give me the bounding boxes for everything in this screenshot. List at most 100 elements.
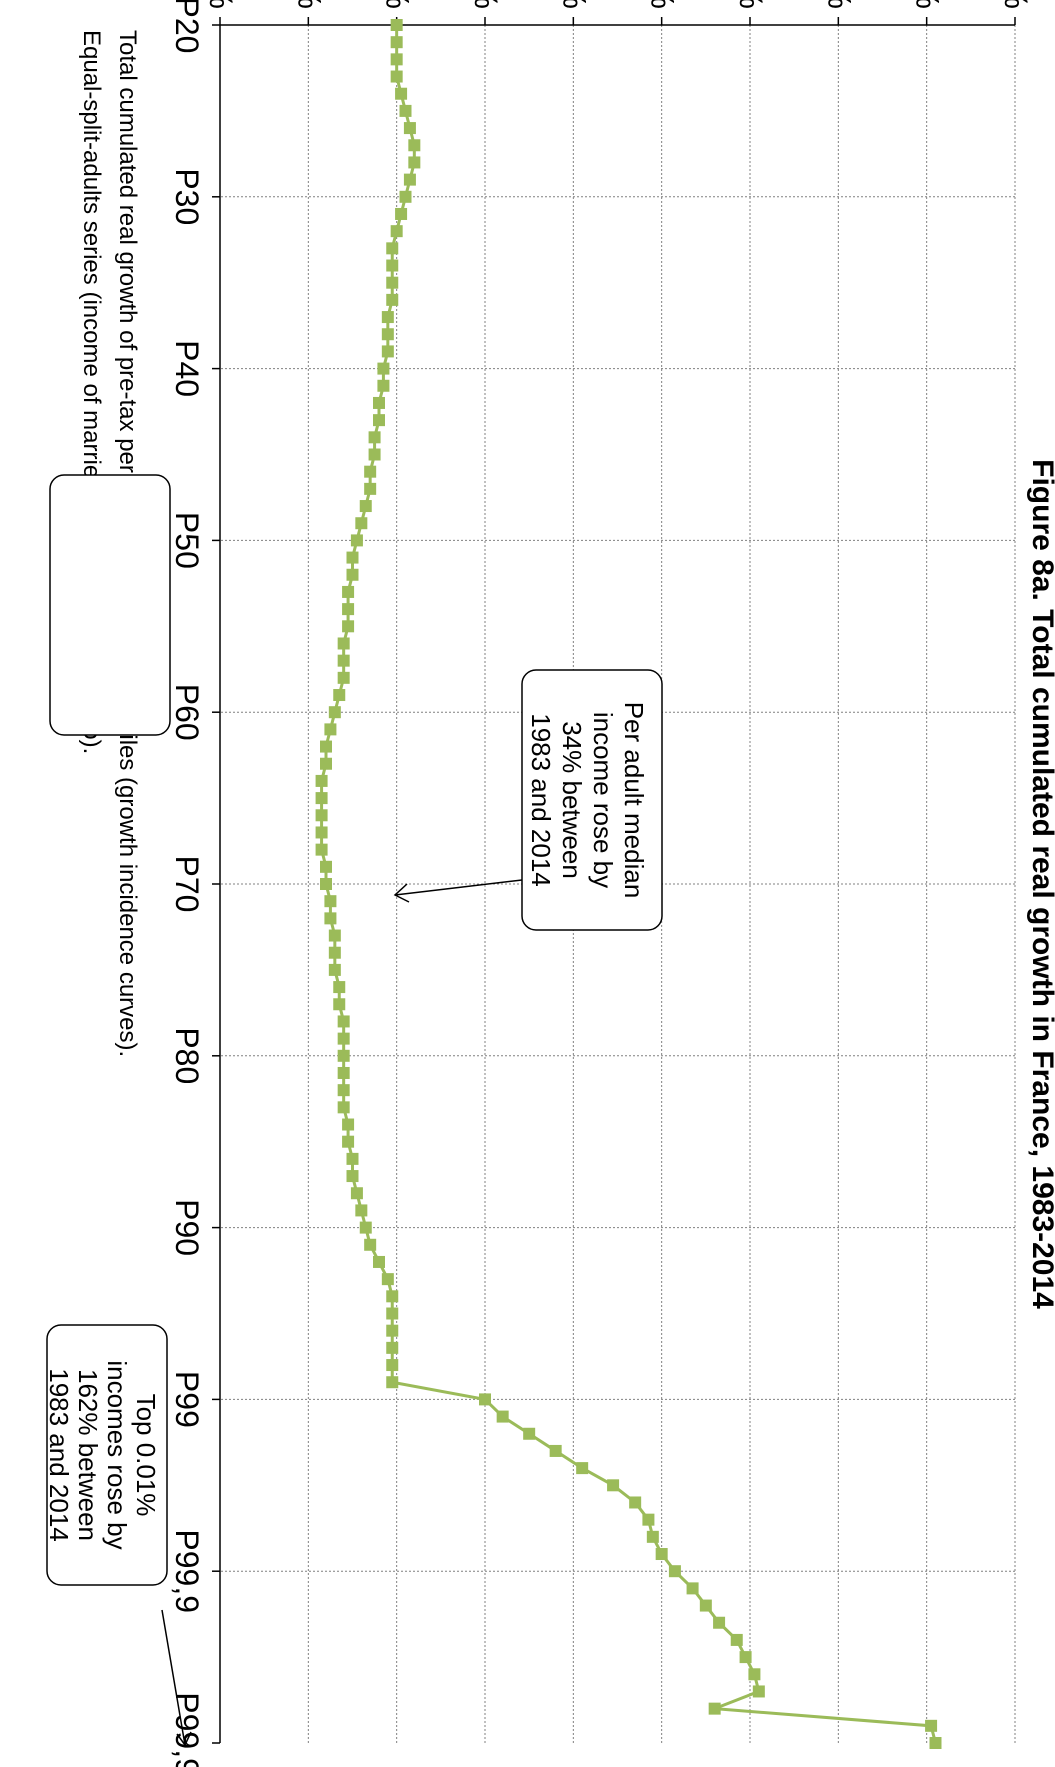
data-point bbox=[386, 1341, 399, 1354]
arrowhead-top bbox=[176, 1731, 192, 1747]
y-tick-label: 100% bbox=[645, 0, 681, 9]
data-point bbox=[346, 1152, 359, 1165]
y-tick-label: 80% bbox=[556, 0, 592, 9]
data-point bbox=[479, 1393, 491, 1406]
data-point bbox=[399, 104, 412, 117]
y-tick-label: 120% bbox=[733, 0, 769, 9]
data-point bbox=[576, 1462, 589, 1475]
data-point bbox=[399, 190, 412, 203]
data-point bbox=[337, 637, 350, 650]
arrowhead-median bbox=[393, 883, 410, 903]
data-point bbox=[386, 1307, 399, 1320]
data-point bbox=[386, 276, 399, 289]
callout-median-text: 34% between bbox=[557, 721, 587, 879]
data-point bbox=[408, 156, 421, 169]
data-point bbox=[381, 328, 394, 341]
data-point bbox=[390, 36, 403, 49]
data-point bbox=[386, 293, 399, 306]
callout-median-text: income rose by bbox=[588, 712, 618, 888]
data-point bbox=[337, 1032, 350, 1045]
data-point bbox=[337, 1084, 350, 1097]
data-point bbox=[390, 70, 403, 83]
data-point bbox=[668, 1565, 681, 1578]
data-point bbox=[377, 379, 390, 392]
data-point bbox=[315, 809, 328, 822]
data-point bbox=[328, 963, 341, 976]
x-tick-label: P70 bbox=[169, 856, 205, 913]
data-point bbox=[386, 1376, 399, 1389]
data-point bbox=[929, 1737, 942, 1749]
data-point bbox=[386, 1290, 399, 1303]
x-tick-label: P99,9 bbox=[169, 1529, 205, 1613]
y-tick-label: 180% bbox=[998, 0, 1034, 9]
data-point bbox=[381, 345, 394, 358]
data-point bbox=[333, 689, 346, 702]
callout-median-box bbox=[521, 669, 663, 931]
data-point bbox=[699, 1599, 712, 1612]
data-point bbox=[655, 1548, 668, 1561]
data-point bbox=[373, 1255, 385, 1268]
callout-top-text: incomes rose by bbox=[102, 1360, 132, 1549]
data-point bbox=[320, 740, 332, 753]
data-point bbox=[403, 173, 416, 186]
data-point bbox=[364, 482, 377, 495]
data-point bbox=[642, 1513, 655, 1526]
data-point bbox=[315, 792, 328, 805]
data-point bbox=[368, 448, 381, 461]
data-point bbox=[324, 895, 337, 908]
data-point bbox=[359, 500, 372, 513]
data-point bbox=[607, 1479, 620, 1492]
data-point bbox=[523, 1427, 536, 1440]
data-point bbox=[337, 1015, 350, 1028]
data-point bbox=[342, 603, 355, 616]
data-point bbox=[549, 1444, 562, 1457]
data-point bbox=[320, 878, 332, 890]
callout-top-text: Top 0.01% bbox=[131, 1394, 161, 1517]
data-point bbox=[342, 585, 355, 598]
data-point bbox=[355, 1204, 368, 1217]
data-point bbox=[395, 87, 408, 100]
callout-median-text: 1983 and 2014 bbox=[526, 713, 556, 887]
data-point bbox=[925, 1719, 938, 1732]
x-tick-label: P40 bbox=[169, 340, 205, 397]
data-point bbox=[390, 53, 403, 66]
data-point bbox=[646, 1530, 659, 1543]
data-point bbox=[386, 1359, 399, 1372]
data-point bbox=[403, 122, 416, 135]
data-point bbox=[386, 1324, 399, 1337]
data-point bbox=[350, 1187, 363, 1200]
data-point bbox=[386, 259, 399, 272]
callout-top-box-real bbox=[46, 1324, 168, 1586]
data-point bbox=[337, 654, 350, 667]
x-tick-label: P99 bbox=[169, 1371, 205, 1428]
data-point bbox=[337, 1066, 350, 1079]
data-point bbox=[320, 757, 332, 770]
data-point bbox=[315, 843, 328, 856]
data-point bbox=[390, 19, 403, 31]
data-point bbox=[739, 1651, 752, 1664]
callout-median-text: Per adult median bbox=[619, 702, 649, 899]
data-point bbox=[324, 723, 337, 736]
data-point bbox=[320, 860, 332, 873]
data-point bbox=[359, 1221, 372, 1234]
y-tick-label: 140% bbox=[821, 0, 857, 9]
data-point bbox=[337, 1101, 350, 1114]
y-tick-label: 160% bbox=[910, 0, 946, 9]
data-point bbox=[333, 981, 346, 994]
callout-top-box bbox=[49, 474, 171, 736]
data-point bbox=[373, 396, 385, 409]
data-point bbox=[713, 1616, 726, 1629]
callout-top-text: 162% between bbox=[73, 1369, 103, 1541]
x-tick-label: P30 bbox=[169, 168, 205, 225]
data-point bbox=[386, 242, 399, 255]
data-point bbox=[315, 826, 328, 839]
data-point bbox=[328, 929, 341, 942]
y-tick-label: 0% bbox=[203, 0, 239, 9]
chart-title: Figure 8a. Total cumulated real growth i… bbox=[1026, 459, 1055, 1309]
data-point bbox=[324, 912, 337, 925]
y-tick-label: 20% bbox=[291, 0, 327, 9]
data-point bbox=[328, 946, 341, 959]
x-tick-label: P80 bbox=[169, 1027, 205, 1084]
